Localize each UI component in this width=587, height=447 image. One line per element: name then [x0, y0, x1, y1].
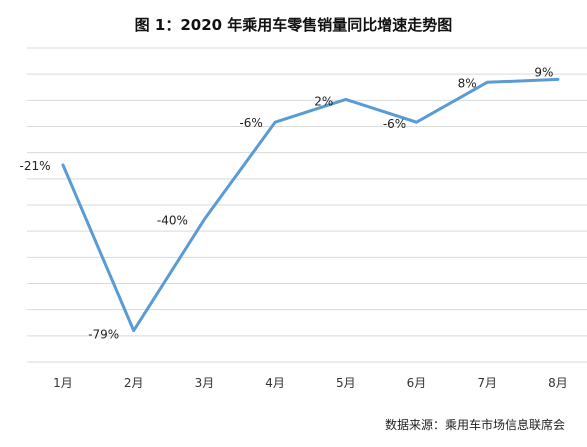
x-tick-label: 1月	[53, 376, 73, 390]
x-axis-ticks: 1月 2月 3月 4月 5月 6月 7月 8月	[53, 376, 568, 390]
data-label: 8%	[458, 76, 477, 90]
data-label: 2%	[314, 94, 333, 108]
gridlines	[27, 47, 587, 363]
data-label: -6%	[383, 117, 406, 131]
x-tick-label: 8月	[548, 376, 568, 390]
chart-title: 图 1：2020 年乘用车零售销量同比增速走势图	[134, 16, 453, 34]
series-line	[61, 77, 560, 333]
data-label: -21%	[19, 159, 50, 173]
data-label: -6%	[239, 116, 262, 130]
x-tick-label: 7月	[477, 376, 497, 390]
x-tick-label: 2月	[124, 376, 144, 390]
data-label: -79%	[88, 328, 119, 342]
x-tick-label: 3月	[195, 376, 215, 390]
x-tick-label: 5月	[336, 376, 356, 390]
data-label: -40%	[157, 213, 188, 227]
data-label: 9%	[534, 65, 553, 79]
data-labels: -21% -79% -40% -6% 2% -6% 8% 9%	[19, 65, 553, 341]
x-tick-label: 6月	[407, 376, 427, 390]
source-note: 数据来源：乘用车市场信息联席会	[384, 418, 565, 432]
x-tick-label: 4月	[265, 376, 285, 390]
